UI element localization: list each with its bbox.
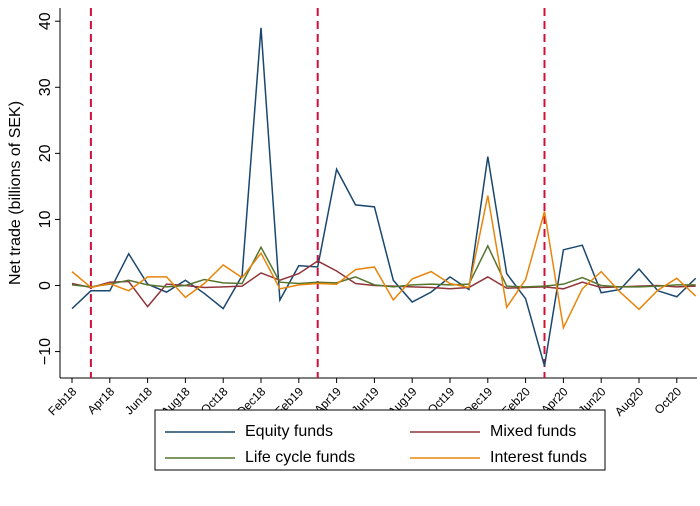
x-tick-label: Feb18 <box>45 384 79 418</box>
x-tick-label: Jun18 <box>122 384 155 417</box>
data-line <box>71 195 697 331</box>
data-line <box>71 244 696 288</box>
y-tick-label: 20 <box>37 144 54 162</box>
data-line <box>71 27 697 367</box>
legend-label: Equity funds <box>245 423 333 440</box>
x-tick-label: Apr18 <box>85 384 118 417</box>
y-tick-label: 0 <box>37 281 54 290</box>
y-tick-label: 30 <box>37 78 54 96</box>
y-tick-label: 40 <box>37 12 54 30</box>
y-axis-label: Net trade (billions of SEK) <box>7 101 24 285</box>
legend-label: Mixed funds <box>490 423 576 440</box>
y-tick-label: 10 <box>37 210 54 228</box>
legend-box <box>154 409 606 471</box>
x-tick-label: Aug20 <box>612 384 647 419</box>
y-tick-label: −10 <box>37 338 54 365</box>
legend-label: Life cycle funds <box>245 449 355 466</box>
legend-label: Interest funds <box>490 449 587 466</box>
x-tick-label: Oct20 <box>652 384 685 417</box>
